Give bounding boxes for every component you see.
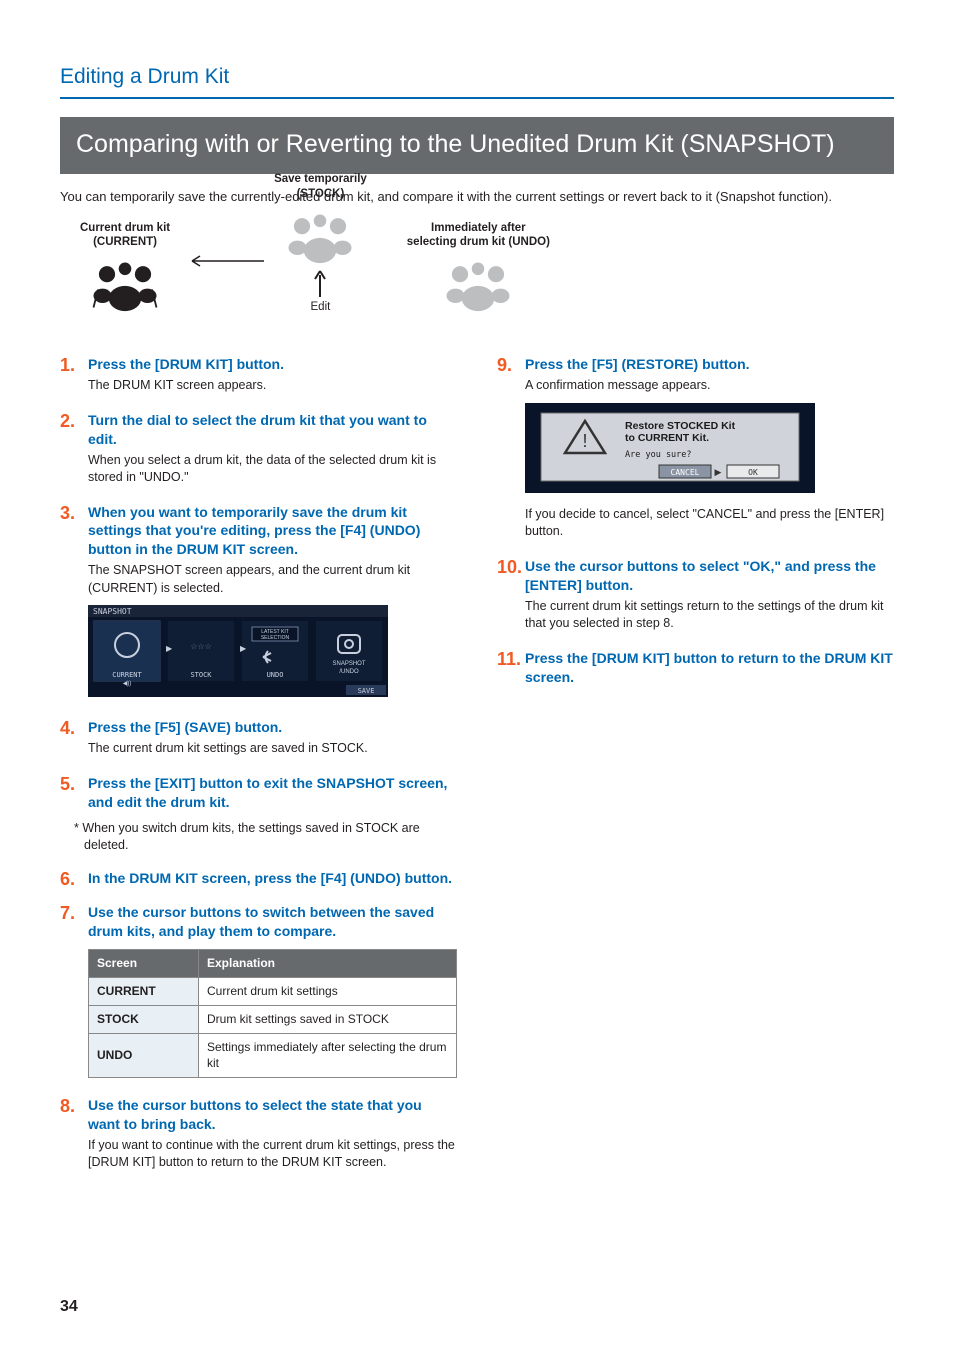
step-body: If you want to continue with the current… xyxy=(88,1137,457,1172)
diagram-stock-line1: Save temporarily xyxy=(274,173,367,185)
page-number: 34 xyxy=(60,1296,78,1318)
svg-text:OK: OK xyxy=(748,468,758,477)
table-cell: STOCK xyxy=(89,1005,199,1033)
step-body: The current drum kit settings return to … xyxy=(525,598,894,633)
step-3: 3. When you want to temporarily save the… xyxy=(60,503,457,703)
step-title: When you want to temporarily save the dr… xyxy=(88,503,457,560)
svg-text:Restore STOCKED Kit: Restore STOCKED Kit xyxy=(625,420,736,432)
svg-text:SAVE: SAVE xyxy=(358,687,375,695)
diagram-undo-line2: selecting drum kit (UNDO) xyxy=(407,236,550,248)
step-11: 11. Press the [DRUM KIT] button to retur… xyxy=(497,649,894,687)
drum-icon xyxy=(275,207,365,267)
step-title: Use the cursor buttons to switch between… xyxy=(88,903,457,941)
step-number: 11. xyxy=(497,647,521,672)
right-column: 9. Press the [F5] (RESTORE) button. A co… xyxy=(497,355,894,1188)
diagram-stock-line2: (STOCK) xyxy=(297,188,345,200)
step-number: 5. xyxy=(60,772,75,797)
step-8: 8. Use the cursor buttons to select the … xyxy=(60,1096,457,1172)
svg-text:SNAPSHOT: SNAPSHOT xyxy=(332,661,365,667)
svg-text:SELECTION: SELECTION xyxy=(261,635,290,641)
diagram-edit-label: Edit xyxy=(311,299,331,315)
step-title: Press the [DRUM KIT] button to return to… xyxy=(525,649,894,687)
svg-text:STOCK: STOCK xyxy=(190,671,212,679)
step-body: The SNAPSHOT screen appears, and the cur… xyxy=(88,562,457,597)
table-cell: Current drum kit settings xyxy=(199,978,457,1006)
svg-text:/UNDO: /UNDO xyxy=(339,669,359,675)
step-9: 9. Press the [F5] (RESTORE) button. A co… xyxy=(497,355,894,541)
screen-table: Screen Explanation CURRENT Current drum … xyxy=(88,949,457,1078)
step-number: 3. xyxy=(60,501,75,526)
step-number: 1. xyxy=(60,353,75,378)
table-header-screen: Screen xyxy=(89,950,199,978)
diagram-undo-line1: Immediately after xyxy=(431,222,526,234)
step-number: 4. xyxy=(60,716,75,741)
svg-text:☆☆☆: ☆☆☆ xyxy=(190,642,212,651)
step-title: Use the cursor buttons to select "OK," a… xyxy=(525,557,894,595)
up-arrow-icon xyxy=(313,269,327,297)
section-title: Editing a Drum Kit xyxy=(60,62,894,99)
step-title: In the DRUM KIT screen, press the [F4] (… xyxy=(88,869,457,888)
confirm-dialog: ! Restore STOCKED Kit to CURRENT Kit. Ar… xyxy=(525,403,894,498)
step-6: 6. In the DRUM KIT screen, press the [F4… xyxy=(60,869,457,888)
step-7: 7. Use the cursor buttons to switch betw… xyxy=(60,903,457,1078)
page-banner: Comparing with or Reverting to the Unedi… xyxy=(60,117,894,174)
drum-icon xyxy=(80,255,170,315)
step-2: 2. Turn the dial to select the drum kit … xyxy=(60,411,457,487)
switch-note: * When you switch drum kits, the setting… xyxy=(74,820,457,855)
svg-text:◀)): ◀)) xyxy=(123,681,132,687)
diagram-current-line1: Current drum kit xyxy=(80,222,170,234)
step-10: 10. Use the cursor buttons to select "OK… xyxy=(497,557,894,633)
step-4: 4. Press the [F5] (SAVE) button. The cur… xyxy=(60,718,457,757)
step-title: Press the [EXIT] button to exit the SNAP… xyxy=(88,774,457,812)
diagram-stock: Save temporarily (STOCK) Edit xyxy=(274,172,367,315)
step-title: Press the [F5] (RESTORE) button. xyxy=(525,355,894,374)
step-number: 8. xyxy=(60,1094,75,1119)
diagram-undo: Immediately after selecting drum kit (UN… xyxy=(407,221,550,316)
step-number: 6. xyxy=(60,867,75,892)
cancel-note: If you decide to cancel, select "CANCEL"… xyxy=(525,506,894,541)
svg-text:!: ! xyxy=(582,431,587,451)
diagram-current-line2: (CURRENT) xyxy=(93,236,157,248)
step-number: 7. xyxy=(60,901,75,926)
step-body: A confirmation message appears. xyxy=(525,377,894,395)
table-row: CURRENT Current drum kit settings xyxy=(89,978,457,1006)
snapshot-diagram: Current drum kit (CURRENT) Save temporar… xyxy=(80,221,894,316)
snapshot-screen: SNAPSHOT ☆☆☆ LATEST KIT SELECTION xyxy=(88,605,457,702)
step-number: 10. xyxy=(497,555,522,580)
step-5: 5. Press the [EXIT] button to exit the S… xyxy=(60,774,457,812)
table-cell: Settings immediately after selecting the… xyxy=(199,1033,457,1078)
drum-icon xyxy=(433,255,523,315)
svg-text:Are you sure?: Are you sure? xyxy=(625,450,692,460)
step-body: The current drum kit settings are saved … xyxy=(88,740,457,758)
table-cell: Drum kit settings saved in STOCK xyxy=(199,1005,457,1033)
step-title: Press the [DRUM KIT] button. xyxy=(88,355,457,374)
svg-text:UNDO: UNDO xyxy=(267,671,284,679)
svg-text:to CURRENT Kit.: to CURRENT Kit. xyxy=(625,432,709,444)
step-1: 1. Press the [DRUM KIT] button. The DRUM… xyxy=(60,355,457,394)
diagram-arrow-left xyxy=(184,254,264,272)
step-body: The DRUM KIT screen appears. xyxy=(88,377,457,395)
table-cell: UNDO xyxy=(89,1033,199,1078)
intro-text: You can temporarily save the currently-e… xyxy=(60,188,894,206)
step-title: Press the [F5] (SAVE) button. xyxy=(88,718,457,737)
step-number: 9. xyxy=(497,353,512,378)
svg-text:CANCEL: CANCEL xyxy=(671,468,700,477)
left-column: 1. Press the [DRUM KIT] button. The DRUM… xyxy=(60,355,457,1188)
step-title: Turn the dial to select the drum kit tha… xyxy=(88,411,457,449)
diagram-current: Current drum kit (CURRENT) xyxy=(80,221,170,316)
step-body: When you select a drum kit, the data of … xyxy=(88,452,457,487)
table-row: STOCK Drum kit settings saved in STOCK xyxy=(89,1005,457,1033)
svg-text:▶: ▶ xyxy=(166,644,173,653)
table-cell: CURRENT xyxy=(89,978,199,1006)
svg-text:CURRENT: CURRENT xyxy=(112,671,142,679)
svg-text:▶: ▶ xyxy=(240,644,247,653)
svg-text:SNAPSHOT: SNAPSHOT xyxy=(93,607,132,616)
step-number: 2. xyxy=(60,409,75,434)
step-title: Use the cursor buttons to select the sta… xyxy=(88,1096,457,1134)
svg-text:▶: ▶ xyxy=(715,467,722,477)
table-row: UNDO Settings immediately after selectin… xyxy=(89,1033,457,1078)
table-header-explanation: Explanation xyxy=(199,950,457,978)
